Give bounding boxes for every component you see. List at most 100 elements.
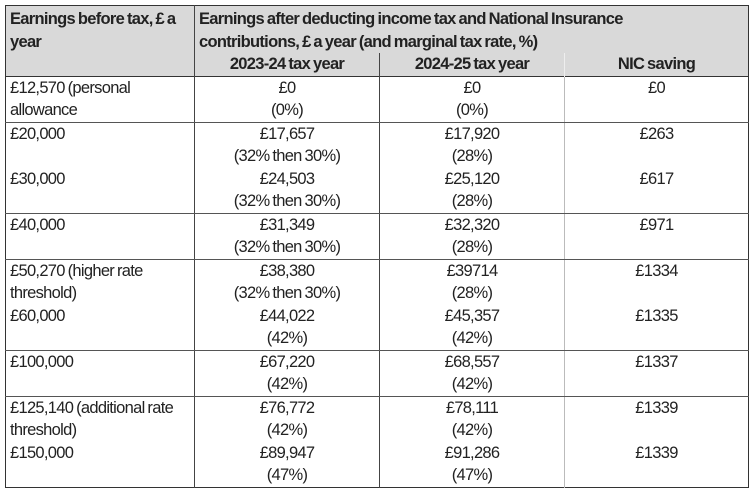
net-2023-24-cell: £76,772 (42%) (194, 396, 380, 442)
earnings-value: £125,140 (additional rate threshold) (10, 398, 174, 440)
header-2023-24: 2023-24 tax year (194, 53, 380, 76)
table-row: £20,000 £17,657 (32% then 30%) £17,920 (28%)… (5, 122, 749, 168)
marginal-rate: (42%) (266, 421, 308, 439)
net-2024-25-cell: £25,120 (28%) (379, 167, 565, 214)
marginal-rate: (47%) (451, 466, 493, 484)
earnings-before-tax-cell: £30,000 (5, 167, 195, 214)
nic-saving-cell: £1337 (564, 350, 749, 397)
earnings-value: £60,000 (10, 306, 65, 325)
marginal-rate: (0%) (270, 101, 304, 119)
tax-table-container: Earnings before tax, £ a year Earnings a… (5, 5, 749, 488)
net-2023-24-cell: £24,503 (32% then 30%) (194, 167, 380, 214)
marginal-rate: (32% then 30%) (233, 147, 341, 165)
nic-saving-cell: £263 (565, 122, 749, 168)
net-2024-25-cell: £91,286 (47%) (379, 441, 565, 487)
net-2023-24-cell: £44,022 (42%) (194, 304, 380, 351)
earnings-table: Earnings before tax, £ a year Earnings a… (5, 5, 749, 488)
marginal-rate: (28%) (451, 238, 493, 256)
nic-saving-value: £263 (639, 124, 675, 143)
net-amount: £25,120 (444, 169, 500, 188)
marginal-rate: (32% then 30%) (233, 238, 341, 256)
nic-saving-cell: £617 (564, 167, 749, 214)
net-amount: £78,111 (445, 398, 499, 417)
marginal-rate: (42%) (266, 329, 308, 347)
marginal-rate: (42%) (451, 375, 493, 393)
header-earnings-after-deductions: Earnings after deducting income tax and … (194, 5, 749, 53)
net-2024-25-cell: £39714 (28%) (379, 259, 565, 305)
marginal-rate: (32% then 30%) (233, 284, 341, 302)
nic-saving-cell: £0 (564, 76, 749, 123)
marginal-rate: (32% then 30%) (233, 192, 341, 210)
earnings-before-tax-cell: £150,000 (5, 441, 195, 487)
net-2023-24-cell: £38,380 (32% then 30%) (194, 259, 380, 305)
earnings-value: £12,570 (personal allowance (10, 78, 131, 120)
nic-saving-value: £1337 (635, 352, 678, 371)
marginal-rate: (42%) (266, 375, 308, 393)
nic-saving-cell: £971 (564, 213, 749, 260)
earnings-value: £40,000 (10, 215, 65, 234)
header-nic-saving: NIC saving (564, 53, 749, 76)
earnings-before-tax-cell: £12,570 (personal allowance (5, 76, 195, 123)
nic-saving-value: £1339 (635, 443, 678, 462)
net-amount: £68,557 (444, 352, 500, 371)
net-amount: £45,357 (444, 306, 500, 325)
marginal-rate: (42%) (451, 329, 493, 347)
net-2023-24-cell: £31,349 (32% then 30%) (194, 213, 380, 260)
net-2023-24-cell: £17,657 (32% then 30%) (194, 122, 380, 168)
table-row: £125,140 (additional rate threshold) £76,… (5, 396, 749, 442)
net-amount: £91,286 (444, 443, 500, 462)
nic-saving-cell: £1339 (565, 442, 749, 488)
earnings-value: £50,270 (higher rate threshold) (10, 261, 143, 303)
header-earnings-before-tax: Earnings before tax, £ a year (5, 5, 195, 76)
table-row: £12,570 (personal allowance £0 (0%) £0 (0%) £… (5, 76, 749, 123)
net-2023-24-cell: £89,947 (47%) (194, 441, 380, 487)
net-amount: £76,772 (259, 398, 315, 417)
net-amount: £38,380 (259, 261, 315, 280)
earnings-value: £150,000 (10, 443, 74, 462)
earnings-value: £30,000 (10, 169, 65, 188)
earnings-value: £100,000 (10, 352, 74, 371)
net-2024-25-cell: £32,320 (28%) (379, 213, 565, 260)
table-row: £150,000 £89,947 (47%) £91,286 (47%) £1339 (5, 441, 749, 488)
nic-saving-value: £1335 (635, 306, 678, 325)
net-amount: £17,657 (259, 124, 315, 143)
table-row: £60,000 £44,022 (42%) £45,357 (42%) £1335 (5, 304, 749, 351)
marginal-rate: (28%) (451, 284, 493, 302)
net-amount: £31,349 (259, 215, 315, 234)
marginal-rate: (42%) (451, 421, 493, 439)
nic-saving-cell: £1334 (565, 259, 749, 305)
table-row: £40,000 £31,349 (32% then 30%) £32,320 (28%)… (5, 213, 749, 260)
table-row: £100,000 £67,220 (42%) £68,557 (42%) £1337 (5, 350, 749, 397)
net-2024-25-cell: £0 (0%) (379, 76, 565, 123)
net-amount: £89,947 (259, 443, 315, 462)
marginal-rate: (28%) (451, 147, 493, 165)
table-body: £12,570 (personal allowance £0 (0%) £0 (0%) £… (5, 76, 749, 488)
earnings-before-tax-cell: £40,000 (5, 213, 195, 260)
earnings-before-tax-cell: £50,270 (higher rate threshold) (5, 259, 195, 305)
table-row: £30,000 £24,503 (32% then 30%) £25,120 (28%)… (5, 167, 749, 214)
nic-saving-cell: £1335 (564, 304, 749, 351)
marginal-rate: (47%) (266, 466, 308, 484)
nic-saving-value: £0 (648, 78, 666, 97)
net-amount: £0 (463, 78, 482, 97)
net-amount: £67,220 (259, 352, 315, 371)
net-2024-25-cell: £45,357 (42%) (379, 304, 565, 351)
net-2024-25-cell: £17,920 (28%) (379, 122, 565, 168)
net-amount: £17,920 (444, 124, 500, 143)
net-2024-25-cell: £78,111 (42%) (379, 396, 565, 442)
earnings-before-tax-cell: £125,140 (additional rate threshold) (5, 396, 195, 442)
net-amount: £39714 (446, 261, 499, 280)
table-header: Earnings before tax, £ a year Earnings a… (5, 5, 749, 76)
earnings-value: £20,000 (10, 124, 65, 143)
marginal-rate: (28%) (451, 192, 493, 210)
net-amount: £44,022 (259, 306, 315, 325)
net-amount: £32,320 (444, 215, 500, 234)
net-amount: £0 (278, 78, 297, 97)
table-row: £50,270 (higher rate threshold) £38,380 (3… (5, 259, 749, 305)
header-2024-25: 2024-25 tax year (379, 53, 565, 76)
nic-saving-value: £617 (639, 169, 675, 188)
nic-saving-cell: £1339 (565, 396, 749, 442)
marginal-rate: (0%) (455, 101, 489, 119)
earnings-before-tax-cell: £100,000 (5, 350, 195, 397)
net-2024-25-cell: £68,557 (42%) (379, 350, 565, 397)
